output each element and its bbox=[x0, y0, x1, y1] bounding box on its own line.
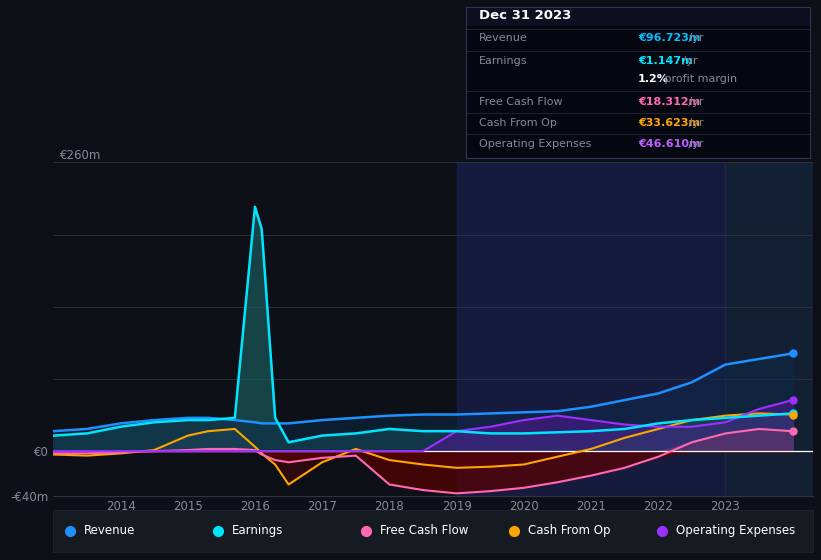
Text: 1.2%: 1.2% bbox=[638, 74, 669, 85]
Text: Earnings: Earnings bbox=[232, 524, 283, 537]
Text: €46.610m: €46.610m bbox=[638, 139, 700, 150]
Bar bbox=[456, 162, 726, 496]
Text: /yr: /yr bbox=[685, 34, 704, 44]
Text: /yr: /yr bbox=[685, 97, 704, 107]
Text: profit margin: profit margin bbox=[662, 74, 737, 85]
Text: Free Cash Flow: Free Cash Flow bbox=[380, 524, 468, 537]
Text: Operating Expenses: Operating Expenses bbox=[479, 139, 592, 150]
Text: Operating Expenses: Operating Expenses bbox=[677, 524, 796, 537]
Text: €1.147m: €1.147m bbox=[638, 56, 693, 66]
Text: Dec 31 2023: Dec 31 2023 bbox=[479, 10, 571, 22]
Bar bbox=[726, 162, 813, 496]
Text: €18.312m: €18.312m bbox=[638, 97, 700, 107]
Text: Cash From Op: Cash From Op bbox=[528, 524, 611, 537]
Text: /yr: /yr bbox=[685, 118, 704, 128]
Text: /yr: /yr bbox=[679, 56, 698, 66]
FancyBboxPatch shape bbox=[466, 7, 810, 26]
Text: Revenue: Revenue bbox=[479, 34, 528, 44]
Text: Cash From Op: Cash From Op bbox=[479, 118, 557, 128]
Text: Revenue: Revenue bbox=[84, 524, 135, 537]
Text: €33.623m: €33.623m bbox=[638, 118, 700, 128]
Text: Free Cash Flow: Free Cash Flow bbox=[479, 97, 563, 107]
Text: /yr: /yr bbox=[685, 139, 704, 150]
Text: €260m: €260m bbox=[60, 150, 102, 162]
Text: Earnings: Earnings bbox=[479, 56, 528, 66]
Text: €96.723m: €96.723m bbox=[638, 34, 700, 44]
